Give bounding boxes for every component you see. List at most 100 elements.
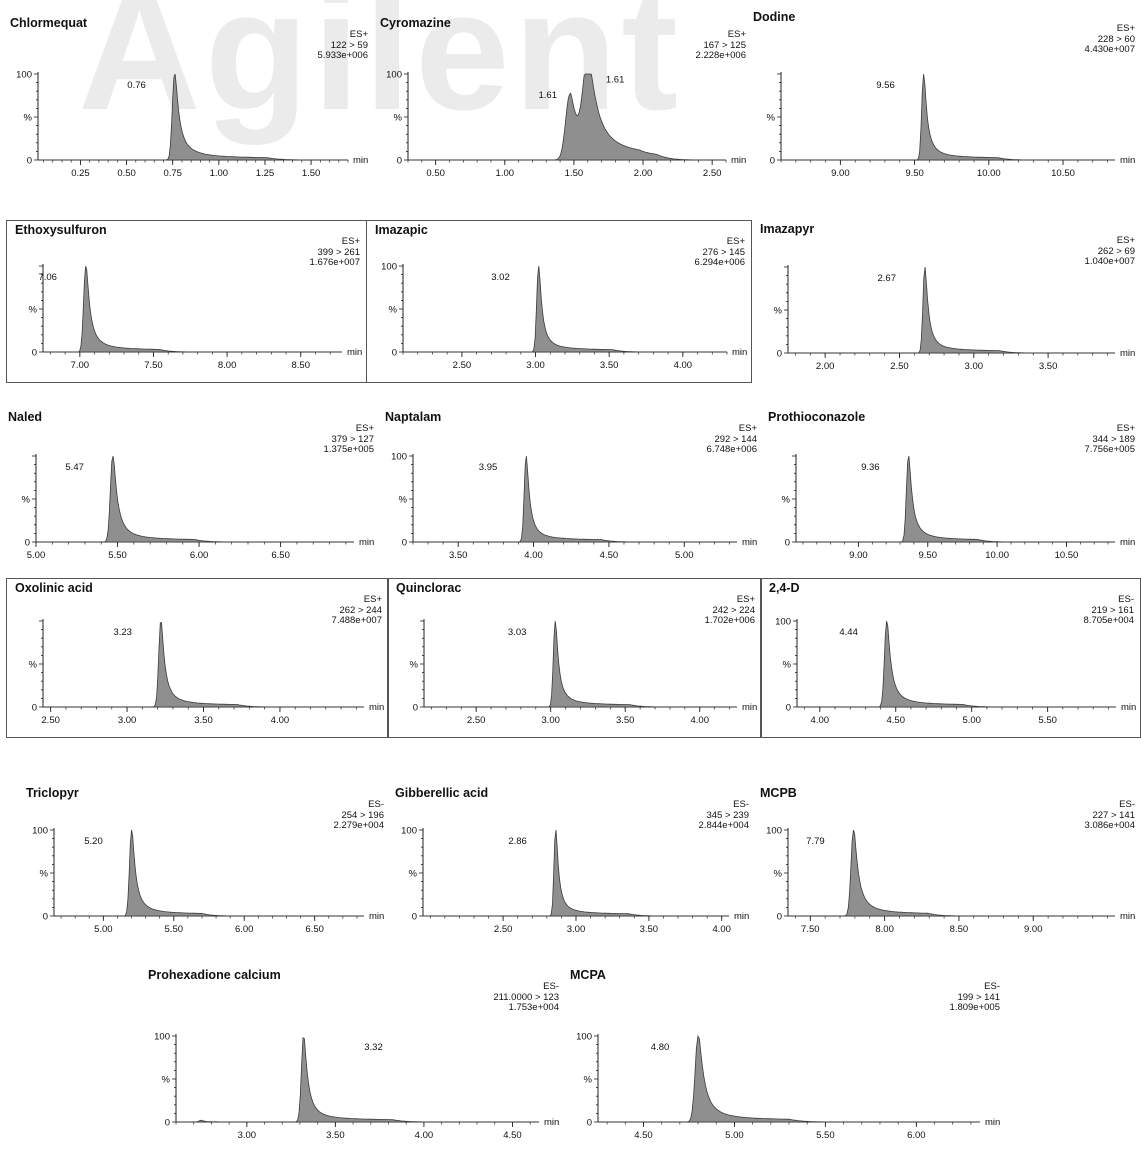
x-unit-label: min — [347, 347, 362, 358]
panel-title: MCPA — [570, 968, 606, 982]
peak-label: 4.44 — [839, 627, 858, 638]
x-tick-label: 5.00 — [94, 924, 113, 935]
panel-title: Naptalam — [385, 410, 442, 424]
ionization-mode: ES+ — [363, 594, 382, 605]
x-unit-label: min — [1121, 702, 1136, 713]
y-tick-label: 0 — [770, 156, 775, 167]
intensity-value: 2.844e+004 — [698, 820, 749, 831]
x-tick-label: 4.00 — [712, 924, 731, 935]
chromatogram-plot: % 0 2.00 2.50 3.00 3.50 min 2.67 — [774, 265, 1135, 372]
chromatogram-plot: 100% 0 3.50 4.00 4.50 5.00 min 3.95 — [391, 452, 757, 562]
x-tick-label: 4.00 — [524, 550, 543, 561]
panel-title: Imazapyr — [760, 222, 815, 236]
x-tick-label: 3.50 — [1039, 361, 1058, 372]
x-tick-label: 10.00 — [985, 550, 1009, 561]
intensity-value: 2.228e+006 — [695, 50, 746, 61]
y-tick-label: % — [782, 495, 791, 506]
intensity-value: 5.933e+006 — [317, 50, 368, 61]
panel-title: MCPB — [760, 786, 797, 800]
chromatogram-trace — [54, 829, 364, 917]
intensity-value: 4.430e+007 — [1084, 44, 1135, 55]
x-tick-label: 5.50 — [165, 924, 184, 935]
peak-label: 9.56 — [876, 80, 895, 91]
intensity-value: 2.279e+004 — [333, 820, 384, 831]
acquisition-info: ES+ 262 > 69 1.040e+007 — [1085, 235, 1135, 268]
panel-title: Prothioconazole — [768, 410, 866, 424]
peak-label: 2.86 — [508, 836, 526, 847]
x-tick-label: 0.50 — [117, 168, 136, 179]
ionization-mode: ES+ — [355, 423, 374, 434]
y-tick-label: 100 — [766, 826, 782, 837]
x-tick-label: 4.00 — [271, 715, 290, 726]
chromatogram-panel-naled: Naled ES+ 379 > 127 1.375e+005% 0 5.00 5.50 6.0… — [0, 408, 380, 572]
mrm-transition: 344 > 189 — [1092, 433, 1135, 445]
y-tick-label: 0 — [397, 156, 402, 167]
x-tick-label: 10.50 — [1055, 550, 1079, 561]
ionization-mode: ES- — [543, 981, 559, 992]
chromatogram-trace — [796, 455, 1115, 543]
x-tick-label: 4.50 — [886, 715, 905, 726]
y-tick-label: % — [584, 1075, 593, 1086]
x-tick-label: 9.50 — [919, 550, 938, 561]
chromatogram-trace — [781, 73, 1115, 161]
chromatogram-trace — [43, 622, 364, 708]
x-tick-label: 3.50 — [600, 360, 619, 371]
chromatogram-plot: 100% 0 2.50 3.00 3.50 4.00 min 3.02 — [381, 262, 747, 372]
x-tick-label: 5.50 — [816, 1130, 835, 1141]
y-tick-label: 100 — [154, 1032, 170, 1043]
y-tick-label: 100 — [391, 452, 407, 463]
x-unit-label: min — [742, 537, 757, 548]
acquisition-info: ES- 199 > 141 1.809e+005 — [949, 981, 1000, 1014]
mrm-transition: 276 > 145 — [702, 246, 745, 258]
mrm-transition: 399 > 261 — [317, 246, 360, 258]
mrm-transition: 262 > 244 — [339, 604, 382, 616]
x-unit-label: min — [1120, 155, 1135, 166]
peak-label: 3.95 — [479, 462, 498, 473]
chromatogram-trace — [38, 73, 348, 161]
chromatogram-panel-quinclorac: Quinclorac ES+ 242 > 224 1.702e+006% 0 2.50 3.… — [387, 578, 762, 738]
x-tick-label: 4.00 — [690, 715, 709, 726]
panel-title: Oxolinic acid — [15, 581, 93, 595]
x-tick-label: 3.00 — [965, 361, 984, 372]
x-tick-label: 1.00 — [496, 168, 515, 179]
mrm-transition: 199 > 141 — [957, 991, 1000, 1003]
y-tick-label: 0 — [165, 1118, 170, 1129]
chromatogram-trace — [788, 829, 1115, 917]
chromatogram-trace — [43, 266, 342, 353]
y-tick-label: 100 — [401, 826, 417, 837]
ionization-mode: ES+ — [736, 594, 755, 605]
intensity-value: 1.809e+005 — [949, 1002, 1000, 1013]
acquisition-info: ES- 219 > 161 8.705e+004 — [1084, 594, 1134, 627]
chromatogram-plot: 100% 0 4.00 4.50 5.00 5.50 min 4.44 — [775, 617, 1136, 727]
x-tick-label: 2.00 — [816, 361, 835, 372]
acquisition-info: ES+ 228 > 60 4.430e+007 — [1084, 23, 1135, 56]
ionization-mode: ES- — [733, 799, 749, 810]
y-tick-label: % — [767, 113, 776, 124]
x-tick-label: 10.00 — [977, 168, 1001, 179]
mrm-transition: 211.0000 > 123 — [493, 991, 559, 1003]
x-tick-label: 9.50 — [905, 168, 924, 179]
y-tick-label: 0 — [32, 348, 37, 359]
peak-label: 3.32 — [364, 1042, 383, 1053]
chromatogram-plot: % 0 9.00 9.50 10.00 10.50 min 9.56 — [767, 72, 1135, 179]
chromatogram-plot: 100% 0 3.00 3.50 4.00 4.50 min 3.32 — [154, 1032, 559, 1142]
intensity-value: 3.086e+004 — [1084, 820, 1135, 831]
acquisition-info: ES+ 344 > 189 7.756e+005 — [1085, 423, 1135, 456]
x-tick-label: 3.00 — [526, 360, 545, 371]
mrm-transition: 227 > 141 — [1092, 809, 1135, 821]
x-tick-label: 0.25 — [71, 168, 90, 179]
x-tick-label: 10.50 — [1051, 168, 1075, 179]
y-tick-label: 0 — [413, 703, 418, 714]
x-tick-label: 6.00 — [907, 1130, 926, 1141]
ionization-mode: ES+ — [738, 423, 757, 434]
acquisition-info: ES- 345 > 239 2.844e+004 — [698, 799, 749, 832]
x-tick-label: 1.50 — [302, 168, 321, 179]
peak-label: 1.61 — [539, 90, 558, 101]
chromatogram-trace — [424, 620, 737, 708]
chromatogram-panel-imazapic: Imazapic ES+ 276 > 145 6.294e+006 100% 0 2.50 3… — [366, 220, 752, 383]
panel-title: Ethoxysulfuron — [15, 223, 107, 237]
x-tick-label: 2.50 — [41, 715, 60, 726]
x-tick-label: 8.00 — [218, 360, 237, 371]
x-tick-label: 4.50 — [634, 1130, 653, 1141]
